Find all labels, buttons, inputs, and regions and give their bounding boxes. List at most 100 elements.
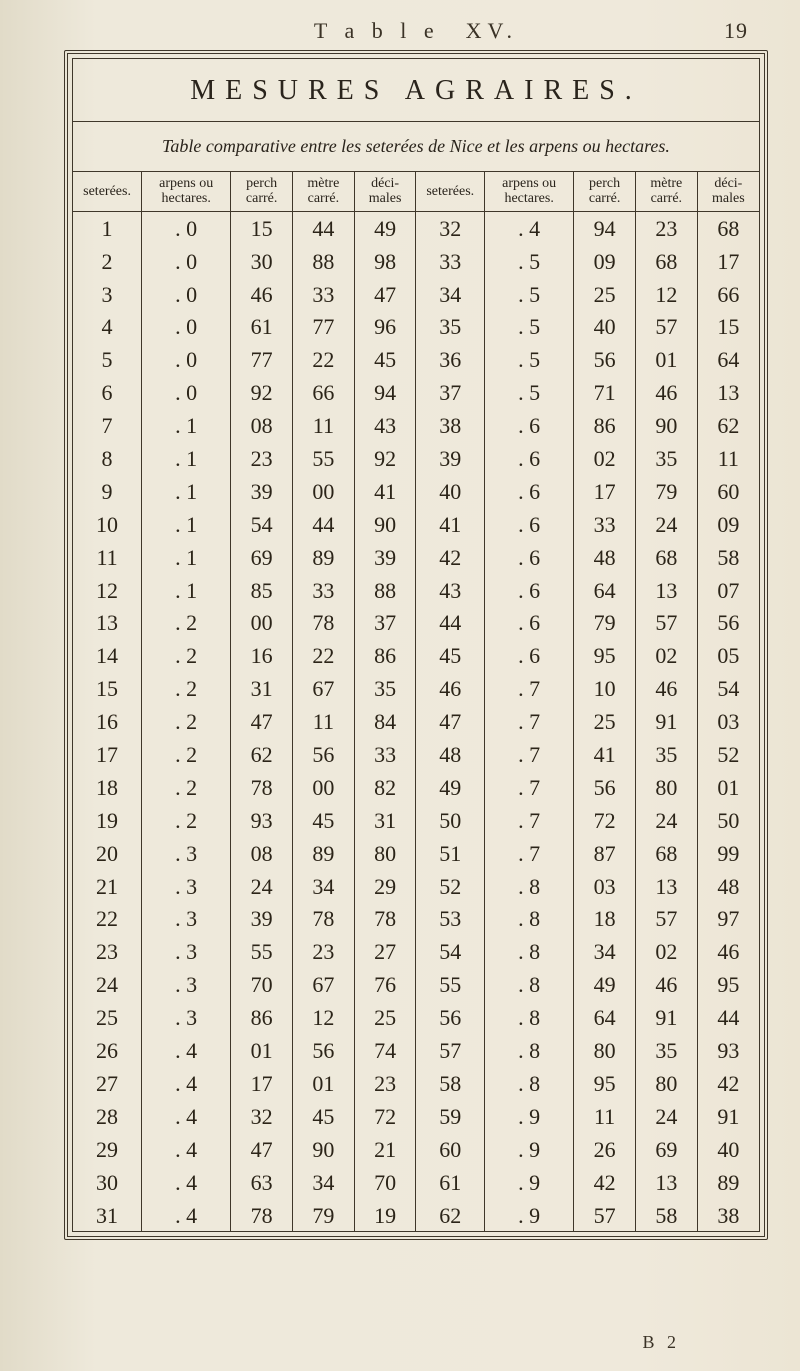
table-cell: 93 [231, 804, 293, 837]
table-cell: 27 [354, 935, 416, 968]
table-cell: 39 [231, 902, 293, 935]
table-cell: 56 [293, 1034, 355, 1067]
table-cell: . 5 [485, 310, 574, 343]
table-cell: 8 [73, 442, 142, 475]
table-cell: . 8 [485, 870, 574, 903]
table-cell: 63 [231, 1166, 293, 1199]
table-cell: . 0 [142, 245, 231, 278]
table-cell: 79 [635, 475, 697, 508]
table-cell: 11 [574, 1100, 636, 1133]
running-head-left: T a b l e [314, 18, 440, 44]
table-cell: 40 [416, 475, 485, 508]
table-cell: 5 [73, 343, 142, 376]
table-cell: . 2 [142, 804, 231, 837]
table-cell: 00 [231, 606, 293, 639]
table-cell: 24 [231, 870, 293, 903]
table-cell: 57 [574, 1199, 636, 1232]
table-cell: . 4 [142, 1034, 231, 1067]
table-cell: 56 [574, 771, 636, 804]
table-cell: . 3 [142, 870, 231, 903]
table-row: 30. 463347061. 9421389 [73, 1166, 759, 1199]
table-cell: . 1 [142, 508, 231, 541]
table-row: 6. 092669437. 5714613 [73, 376, 759, 409]
table-cell: 56 [293, 738, 355, 771]
table-cell: 66 [293, 376, 355, 409]
table-cell: 72 [574, 804, 636, 837]
table-cell: 62 [231, 738, 293, 771]
table-cell: 01 [635, 343, 697, 376]
table-cell: 50 [697, 804, 759, 837]
table-cell: . 7 [485, 738, 574, 771]
table-cell: 50 [416, 804, 485, 837]
table-cell: . 4 [142, 1100, 231, 1133]
table-cell: . 5 [485, 245, 574, 278]
table-cell: 31 [354, 804, 416, 837]
table-frame-inner: MESURES AGRAIRES. Table comparative entr… [72, 58, 760, 1232]
table-cell: 47 [231, 1133, 293, 1166]
col-deci-right: déci- males [697, 172, 759, 211]
table-cell: . 3 [142, 902, 231, 935]
table-cell: 90 [635, 409, 697, 442]
table-cell: 94 [354, 376, 416, 409]
table-row: 25. 386122556. 8649144 [73, 1001, 759, 1034]
col-perch-right: perch carré. [574, 172, 636, 211]
table-cell: 57 [635, 310, 697, 343]
table-cell: . 8 [485, 902, 574, 935]
table-cell: 17 [574, 475, 636, 508]
table-cell: 37 [354, 606, 416, 639]
table-cell: 3 [73, 278, 142, 311]
table-cell: 23 [231, 442, 293, 475]
table-cell: 45 [354, 343, 416, 376]
table-cell: . 6 [485, 541, 574, 574]
table-cell: 34 [293, 1166, 355, 1199]
table-cell: 30 [231, 245, 293, 278]
table-row: 4. 061779635. 5405715 [73, 310, 759, 343]
table-cell: 43 [416, 574, 485, 607]
table-cell: 64 [574, 574, 636, 607]
table-cell: 08 [231, 837, 293, 870]
table-cell: 60 [697, 475, 759, 508]
table-cell: 90 [354, 508, 416, 541]
table-cell: 24 [635, 1100, 697, 1133]
table-cell: 95 [574, 639, 636, 672]
table-cell: 91 [697, 1100, 759, 1133]
table-cell: 13 [697, 376, 759, 409]
table-cell: 79 [293, 1199, 355, 1232]
table-row: 24. 370677655. 8494695 [73, 968, 759, 1001]
table-cell: 03 [574, 870, 636, 903]
table-cell: . 0 [142, 211, 231, 244]
table-cell: 33 [354, 738, 416, 771]
table-cell: . 1 [142, 442, 231, 475]
table-cell: . 7 [485, 837, 574, 870]
table-cell: 00 [293, 475, 355, 508]
table-cell: 29 [73, 1133, 142, 1166]
table-cell: 86 [574, 409, 636, 442]
table-head: seterées. arpens ou hectares. perch carr… [73, 172, 759, 211]
table-cell: 52 [697, 738, 759, 771]
table-cell: 09 [574, 245, 636, 278]
col-seterees-left: seterées. [73, 172, 142, 211]
table-row: 8. 123559239. 6023511 [73, 442, 759, 475]
table-cell: . 8 [485, 1001, 574, 1034]
table-cell: 90 [293, 1133, 355, 1166]
table-cell: 05 [697, 639, 759, 672]
table-cell: 29 [354, 870, 416, 903]
table-cell: 25 [73, 1001, 142, 1034]
table-cell: 56 [416, 1001, 485, 1034]
table-cell: . 8 [485, 935, 574, 968]
table-cell: 56 [574, 343, 636, 376]
table-cell: 67 [293, 672, 355, 705]
table-cell: 34 [574, 935, 636, 968]
table-cell: 21 [354, 1133, 416, 1166]
table-cell: 66 [697, 278, 759, 311]
conversion-table: seterées. arpens ou hectares. perch carr… [73, 172, 759, 1231]
table-row: 19. 293453150. 7722450 [73, 804, 759, 837]
table-cell: 46 [697, 935, 759, 968]
table-cell: . 5 [485, 343, 574, 376]
table-cell: 55 [231, 935, 293, 968]
table-cell: 11 [697, 442, 759, 475]
table-row: 31. 478791962. 9575838 [73, 1199, 759, 1232]
table-cell: 25 [574, 278, 636, 311]
table-row: 22. 339787853. 8185797 [73, 902, 759, 935]
table-cell: 09 [697, 508, 759, 541]
